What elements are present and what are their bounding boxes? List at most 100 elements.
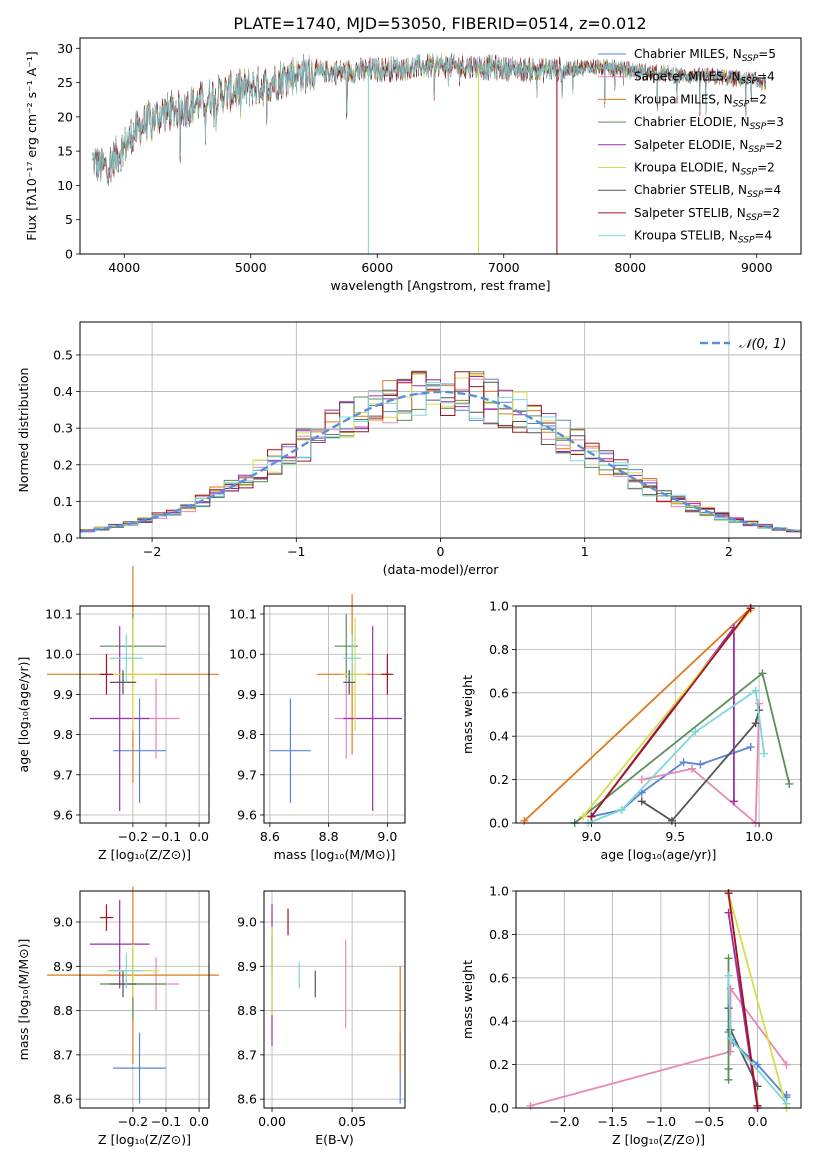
weight-point-marker	[724, 1075, 733, 1084]
x-tick-label: 2	[725, 544, 733, 559]
x-tick-label: 1	[581, 544, 589, 559]
y-tick-label: 20	[57, 109, 73, 124]
y-tick-label: 0.8	[489, 927, 509, 942]
x-tick-label: 9.0	[581, 829, 601, 844]
y-tick-label: 9.0	[53, 915, 73, 930]
x-tick-label: 0.0	[189, 829, 209, 844]
weight-point-marker	[696, 760, 705, 769]
legend-entry: Chabrier ELODIE, NSSP=3	[634, 115, 784, 132]
legend-entry: Salpeter STELIB, NSSP=2	[634, 206, 780, 223]
x-tick-label: 9.5	[665, 829, 685, 844]
x-tick-label: 0	[437, 544, 445, 559]
spectrum-lines	[92, 52, 766, 254]
x-tick-label: 8.8	[319, 829, 339, 844]
weight-series-line	[727, 892, 788, 1109]
y-tick-label: 5	[65, 212, 73, 227]
legend-entry: Kroupa ELODIE, NSSP=2	[634, 161, 775, 178]
y-tick-label: 9.7	[237, 767, 257, 782]
weight-point-marker	[526, 1101, 535, 1110]
y-tick-label: 9.8	[237, 727, 257, 742]
spectrum-series-line	[92, 53, 766, 183]
x-tick-label: 10.0	[745, 829, 773, 844]
y-tick-label: 0	[65, 247, 73, 262]
x-axis-label: Z [log₁₀(Z/Z⊙)]	[98, 847, 191, 862]
y-tick-label: 0.4	[489, 729, 509, 744]
weight-series-line	[523, 607, 752, 822]
age-vs-mass-panel: 8.6 8.8 9.0 9.6 9.7 9.8 9.9 10.0 10.1 mass [log₁₀…	[229, 593, 406, 862]
y-tick-label: 9.0	[237, 915, 257, 930]
y-tick-label: 9.8	[53, 727, 73, 742]
y-tick-label: 0.3	[53, 421, 73, 436]
x-tick-label: −0.2	[118, 829, 148, 844]
histogram-series	[80, 382, 801, 532]
weight-point-marker	[579, 812, 588, 821]
x-tick-label: 0.05	[338, 1114, 366, 1129]
x-tick-label: −1.0	[646, 1114, 676, 1129]
weight-point-marker	[726, 1034, 735, 1043]
figure-title: PLATE=1740, MJD=53050, FIBERID=0514, z=0…	[233, 14, 646, 33]
legend-entry: Salpeter MILES, NSSP=4	[634, 70, 775, 87]
y-tick-label: 9.6	[237, 807, 257, 822]
y-tick-label: 10.0	[45, 647, 73, 662]
y-tick-label: 0.0	[489, 816, 509, 831]
y-tick-label: 0.2	[489, 772, 509, 787]
gaussian-curve	[79, 390, 802, 533]
axes-frame	[79, 605, 210, 824]
weight-point-marker	[688, 764, 697, 773]
axes-frame	[79, 890, 210, 1109]
weight-point-marker	[587, 812, 596, 821]
axes-frame	[263, 890, 406, 1109]
y-axis-label: mass [log₁₀(M/M⊙)]	[16, 939, 31, 1061]
y-axis-label: Flux [fλ10⁻¹⁷ erg cm⁻² s⁻¹ A⁻¹]	[24, 51, 39, 240]
y-tick-label: 8.8	[53, 1003, 73, 1018]
y-tick-label: 0.6	[489, 685, 509, 700]
x-tick-label: 8.6	[260, 829, 280, 844]
x-tick-label: −0.1	[151, 829, 181, 844]
y-tick-label: 0.1	[53, 494, 73, 509]
weight-point-marker	[724, 954, 733, 963]
y-tick-label: 8.6	[237, 1092, 257, 1107]
x-tick-label: 4000	[108, 260, 140, 275]
y-tick-label: 9.6	[53, 807, 73, 822]
mass-vs-metallicity-panel: −0.2 −0.1 0.0 8.6 8.7 8.8 8.9 9.0 Z [log₁₀(Z/Z⊙)…	[16, 886, 219, 1147]
y-tick-label: 0.0	[489, 1101, 509, 1116]
x-tick-label: 0.0	[189, 1114, 209, 1129]
y-axis-label: age [log₁₀(age/yr)]	[16, 657, 31, 773]
y-tick-label: 0.2	[489, 1057, 509, 1072]
y-tick-label: 9.7	[53, 767, 73, 782]
weight-point-marker	[724, 1064, 733, 1073]
weight-point-marker	[617, 805, 626, 814]
legend-entry: 𝒩(0, 1)	[739, 337, 786, 352]
axes-frame	[79, 37, 802, 255]
weight-point-marker	[729, 797, 738, 806]
y-tick-label: 1.0	[489, 599, 509, 614]
weight-vs-age-panel: 9.0 9.5 10.0 0.0 0.2 0.4 0.6 0.8 1.0 age [log₁₀(a…	[460, 599, 802, 862]
weight-point-marker	[782, 1060, 791, 1069]
y-tick-label: 8.7	[237, 1047, 257, 1062]
y-tick-label: 8.9	[53, 959, 73, 974]
axes-frame	[515, 605, 802, 824]
weight-vs-metallicity-panel: −2.0 −1.5 −1.0 −0.5 0.0 0.0 0.2 0.4 0.6 0.8 1.0 Z […	[460, 884, 802, 1147]
y-tick-label: 0.4	[489, 1014, 509, 1029]
y-tick-label: 0.6	[489, 970, 509, 985]
legend-entry: Chabrier MILES, NSSP=5	[634, 47, 776, 64]
weight-point-marker	[679, 758, 688, 767]
legend-entry: Chabrier STELIB, NSSP=4	[634, 183, 781, 200]
y-tick-label: 30	[57, 41, 73, 56]
y-tick-label: 0.2	[53, 457, 73, 472]
y-tick-label: 9.9	[237, 687, 257, 702]
y-tick-label: 0.4	[53, 384, 73, 399]
y-tick-label: 25	[57, 75, 73, 90]
x-axis-label: mass [log₁₀(M/M⊙)]	[274, 847, 396, 862]
axes-frame	[515, 890, 802, 1109]
y-tick-label: 10.1	[45, 607, 73, 622]
x-axis-label: age [log₁₀(age/yr)]	[601, 847, 717, 862]
x-tick-label: 5000	[235, 260, 267, 275]
x-tick-label: 9000	[741, 260, 773, 275]
x-axis-label: Z [log₁₀(Z/Z⊙)]	[98, 1132, 191, 1147]
weight-point-marker	[758, 669, 767, 678]
weight-series-line	[587, 689, 765, 824]
x-tick-label: −0.1	[151, 1114, 181, 1129]
x-axis-label: Z [log₁₀(Z/Z⊙)]	[612, 1132, 705, 1147]
